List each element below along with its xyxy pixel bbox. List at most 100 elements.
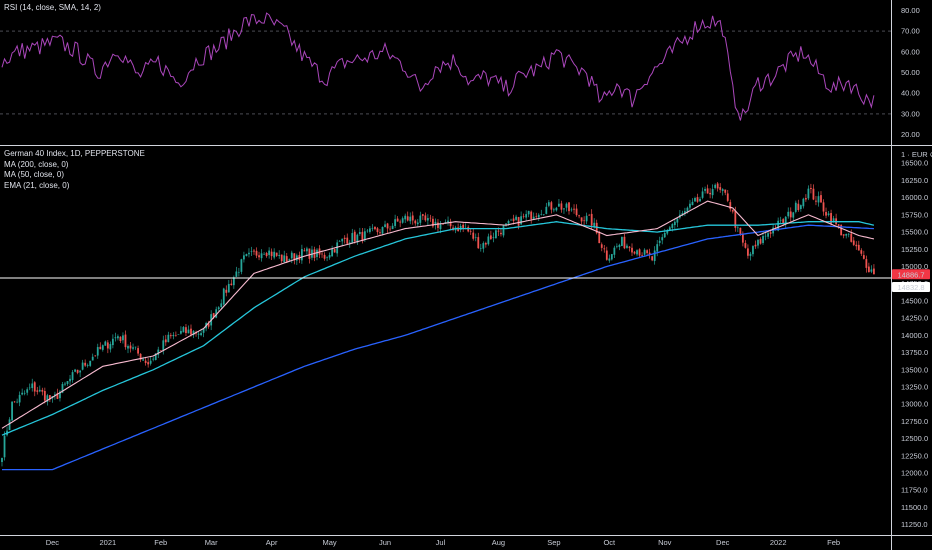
- candle: [197, 331, 200, 340]
- candle: [230, 279, 233, 286]
- candle: [585, 212, 588, 225]
- price-tick-label: 12750.0: [901, 417, 928, 426]
- candle: [560, 200, 563, 213]
- candle-body: [376, 228, 379, 233]
- candle: [547, 199, 550, 208]
- candle-body: [565, 203, 568, 208]
- candle-body: [754, 244, 757, 247]
- hline-badge: 14832.8: [892, 281, 930, 292]
- candle: [245, 253, 248, 257]
- candle-body: [162, 340, 165, 351]
- candle-body: [583, 220, 586, 222]
- candle: [495, 229, 497, 239]
- candle: [351, 228, 354, 244]
- candle: [721, 188, 724, 196]
- candle: [185, 323, 187, 336]
- candle: [706, 184, 709, 194]
- candle-body: [527, 210, 530, 215]
- price-pane[interactable]: [0, 181, 891, 471]
- candle: [404, 213, 407, 224]
- candle: [265, 251, 268, 258]
- candle: [169, 332, 172, 339]
- price-legend[interactable]: German 40 Index, 1D, PEPPERSTONE MA (200…: [4, 149, 145, 191]
- candle: [109, 341, 112, 353]
- candle-body: [638, 249, 641, 256]
- candle: [658, 236, 661, 247]
- candle: [174, 331, 177, 337]
- candle-body: [290, 252, 293, 259]
- candle: [699, 196, 701, 203]
- candle-body: [358, 232, 361, 235]
- candle-body: [66, 381, 69, 384]
- candle: [164, 334, 167, 346]
- candle: [227, 279, 230, 293]
- rsi-legend[interactable]: RSI (14, close, SMA, 14, 2): [4, 3, 101, 14]
- candle-body: [361, 231, 364, 242]
- currency-label[interactable]: 1 · EUR ⊘: [901, 150, 932, 159]
- candle: [862, 250, 865, 260]
- candle: [41, 387, 44, 396]
- candle: [583, 216, 586, 226]
- candle-body: [689, 203, 691, 208]
- candle: [129, 341, 132, 353]
- candle-body: [762, 236, 764, 244]
- candle-body: [825, 211, 827, 216]
- candle: [704, 186, 706, 194]
- candle-body: [658, 240, 661, 243]
- candle: [759, 237, 762, 245]
- candle-body: [182, 327, 185, 333]
- candle-body: [472, 232, 475, 239]
- candle: [366, 228, 369, 233]
- candle: [726, 189, 729, 203]
- candle-body: [31, 383, 34, 389]
- candle-body: [484, 243, 487, 245]
- rsi-tick-label: 30.00: [901, 109, 920, 118]
- candle: [26, 387, 29, 396]
- price-tick-label: 16250.0: [901, 176, 928, 185]
- candle-body: [11, 401, 13, 421]
- candle: [13, 401, 16, 403]
- candle-body: [618, 244, 621, 247]
- candle-body: [86, 364, 89, 366]
- rsi-pane[interactable]: [0, 12, 891, 121]
- candle-body: [180, 330, 182, 334]
- candle: [43, 387, 46, 404]
- candle: [477, 232, 480, 249]
- candle-body: [406, 216, 409, 221]
- candle: [840, 224, 843, 236]
- candle-body: [215, 309, 218, 318]
- candle: [177, 334, 180, 335]
- time-tick-label: Mar: [205, 538, 218, 547]
- rsi-legend-title: RSI (14, close, SMA, 14, 2): [4, 3, 101, 12]
- candle: [419, 211, 422, 226]
- candle-body: [547, 202, 550, 206]
- candle-body: [157, 349, 160, 355]
- candle: [731, 209, 734, 214]
- candle-body: [830, 213, 832, 224]
- candle-body: [190, 328, 192, 335]
- candle-body: [820, 195, 822, 203]
- candle-body: [852, 240, 855, 245]
- candle-body: [114, 337, 117, 339]
- candle-body: [550, 202, 553, 210]
- candle: [626, 243, 628, 249]
- candle: [487, 233, 490, 246]
- candle-body: [575, 208, 578, 216]
- candle-body: [623, 236, 626, 249]
- candle: [638, 248, 641, 258]
- candle-body: [842, 234, 845, 236]
- candle: [240, 258, 243, 275]
- candle: [817, 191, 820, 207]
- candle-body: [232, 277, 235, 286]
- candle-body: [671, 224, 674, 228]
- candle-body: [351, 233, 354, 244]
- candle-body: [789, 211, 792, 218]
- candle-body: [489, 235, 492, 239]
- candle: [28, 383, 31, 391]
- time-axis: Dec 2021 Feb Mar Apr May Jun Jul Aug Sep Oct Nov Dec…: [46, 538, 840, 547]
- candle-body: [96, 347, 99, 356]
- candle: [694, 196, 696, 202]
- candle-body: [426, 218, 429, 221]
- candle: [628, 245, 631, 252]
